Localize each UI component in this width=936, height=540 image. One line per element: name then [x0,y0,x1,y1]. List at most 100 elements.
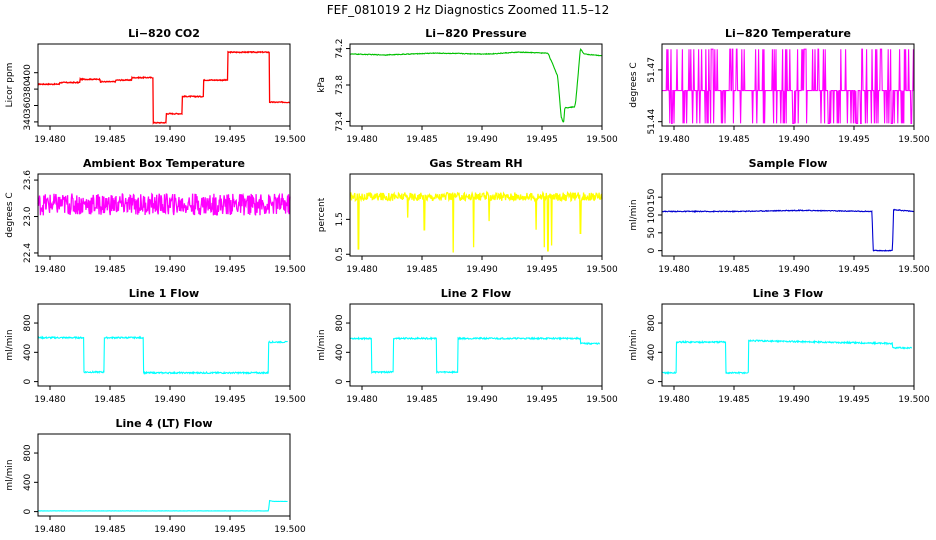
y-tick-label: 0 [23,378,33,384]
series-line [37,192,291,216]
series-line [350,336,601,375]
y-tick-label: 74.2 [335,39,345,59]
y-tick-label: 23.6 [23,170,33,190]
panel-title: Ambient Box Temperature [83,157,245,170]
x-tick-label: 19.480 [658,265,690,275]
y-tick-label: 400 [23,473,33,490]
panel-title: Li−820 Temperature [725,27,851,40]
panels-group: Li−820 CO2 Licor ppm 19.480 19.485 19.490 19.… [5,27,930,535]
x-tick-label: 19.480 [658,135,690,145]
x-tick-label: 19.500 [586,395,618,405]
chart-panel-8: Line 2 Flow ml/min 19.480 19.485 19.490 19.49… [317,287,618,405]
y-axis-label: ml/min [629,329,639,360]
plot-frame [661,43,915,127]
chart-panel-4: Ambient Box Temperature degrees C 19.480 19… [5,157,306,275]
x-tick-label: 19.490 [466,135,498,145]
panel-title: Li−820 Pressure [425,27,527,40]
y-tick-label: 360 [23,97,33,114]
x-tick-label: 19.495 [526,395,558,405]
panel-title: Line 1 Flow [129,287,199,300]
x-tick-label: 19.500 [898,135,930,145]
x-tick-label: 19.495 [838,265,870,275]
x-tick-label: 19.495 [214,135,246,145]
x-tick-label: 19.500 [274,265,306,275]
y-axis-label: kPa [317,77,327,93]
series-line [37,335,288,375]
x-tick-label: 19.490 [154,395,186,405]
x-tick-label: 19.495 [838,135,870,145]
x-tick-label: 19.490 [154,265,186,275]
plot-frame [661,173,915,257]
chart-panel-10: Line 4 (LT) Flow ml/min 19.480 19.485 19.490… [5,417,306,535]
chart-panel-7: Line 1 Flow ml/min 19.480 19.485 19.490 19.49… [5,287,306,405]
x-tick-label: 19.495 [214,395,246,405]
x-tick-label: 19.490 [778,395,810,405]
x-tick-label: 19.500 [274,395,306,405]
x-tick-label: 19.485 [406,395,438,405]
x-tick-label: 19.485 [94,395,126,405]
y-tick-label: 800 [23,314,33,331]
y-tick-label: 100 [647,206,657,223]
x-tick-label: 19.490 [778,135,810,145]
y-tick-label: 400 [23,64,33,81]
y-tick-label: 340 [23,113,33,130]
y-axis-label: ml/min [317,329,327,360]
x-tick-label: 19.490 [778,265,810,275]
y-axis-label: degrees C [5,192,15,237]
x-tick-label: 19.490 [466,265,498,275]
x-tick-label: 19.480 [34,135,66,145]
x-tick-label: 19.495 [526,135,558,145]
y-tick-label: 73.8 [335,75,345,95]
series-line [661,208,915,252]
series-line [349,190,603,253]
y-tick-label: 51.47 [647,57,657,83]
x-tick-label: 19.500 [586,135,618,145]
chart-panel-1: Li−820 CO2 Licor ppm 19.480 19.485 19.490 19.… [5,27,306,145]
y-tick-label: 0 [23,508,33,514]
y-tick-label: 0.5 [335,247,345,261]
x-tick-label: 19.495 [526,265,558,275]
x-tick-label: 19.500 [274,525,306,535]
x-tick-label: 19.485 [406,135,438,145]
panel-title: Li−820 CO2 [128,27,200,40]
y-tick-label: 400 [23,343,33,360]
x-tick-label: 19.495 [214,525,246,535]
y-tick-label: 800 [647,314,657,331]
y-axis-label: degrees C [629,62,639,107]
x-tick-label: 19.490 [154,525,186,535]
plot-frame [37,303,291,387]
x-tick-label: 19.480 [658,395,690,405]
x-tick-label: 19.485 [718,135,750,145]
x-tick-label: 19.480 [346,265,378,275]
y-tick-label: 1.5 [335,212,345,226]
x-tick-label: 19.485 [718,395,750,405]
x-tick-label: 19.480 [346,135,378,145]
y-tick-label: 50 [647,227,657,239]
y-axis-label: ml/min [629,199,639,230]
x-tick-label: 19.500 [274,135,306,145]
series-line [37,499,288,512]
x-tick-label: 19.490 [466,395,498,405]
y-axis-label: ml/min [5,329,15,360]
y-tick-label: 0 [335,378,345,384]
panel-title: Line 4 (LT) Flow [116,417,213,430]
chart-panel-9: Line 3 Flow ml/min 19.480 19.485 19.490 19.49… [629,287,930,405]
panel-title: Line 2 Flow [441,287,511,300]
y-tick-label: 800 [23,444,33,461]
x-tick-label: 19.495 [214,265,246,275]
y-tick-label: 73.4 [335,111,345,131]
y-axis-label: percent [317,197,327,232]
y-tick-label: 400 [335,343,345,360]
y-axis-label: Licor ppm [5,63,15,108]
chart-panel-6: Sample Flow ml/min 19.480 19.485 19.490 19.49… [629,157,930,275]
x-tick-label: 19.490 [154,135,186,145]
chart-panel-2: Li−820 Pressure kPa 19.480 19.485 19.490 19.4… [317,27,618,145]
y-tick-label: 22.4 [23,243,33,263]
plot-frame [661,303,915,387]
series-line [349,47,603,123]
x-tick-label: 19.500 [898,395,930,405]
x-tick-label: 19.485 [406,265,438,275]
x-tick-label: 19.485 [94,135,126,145]
x-tick-label: 19.480 [34,395,66,405]
